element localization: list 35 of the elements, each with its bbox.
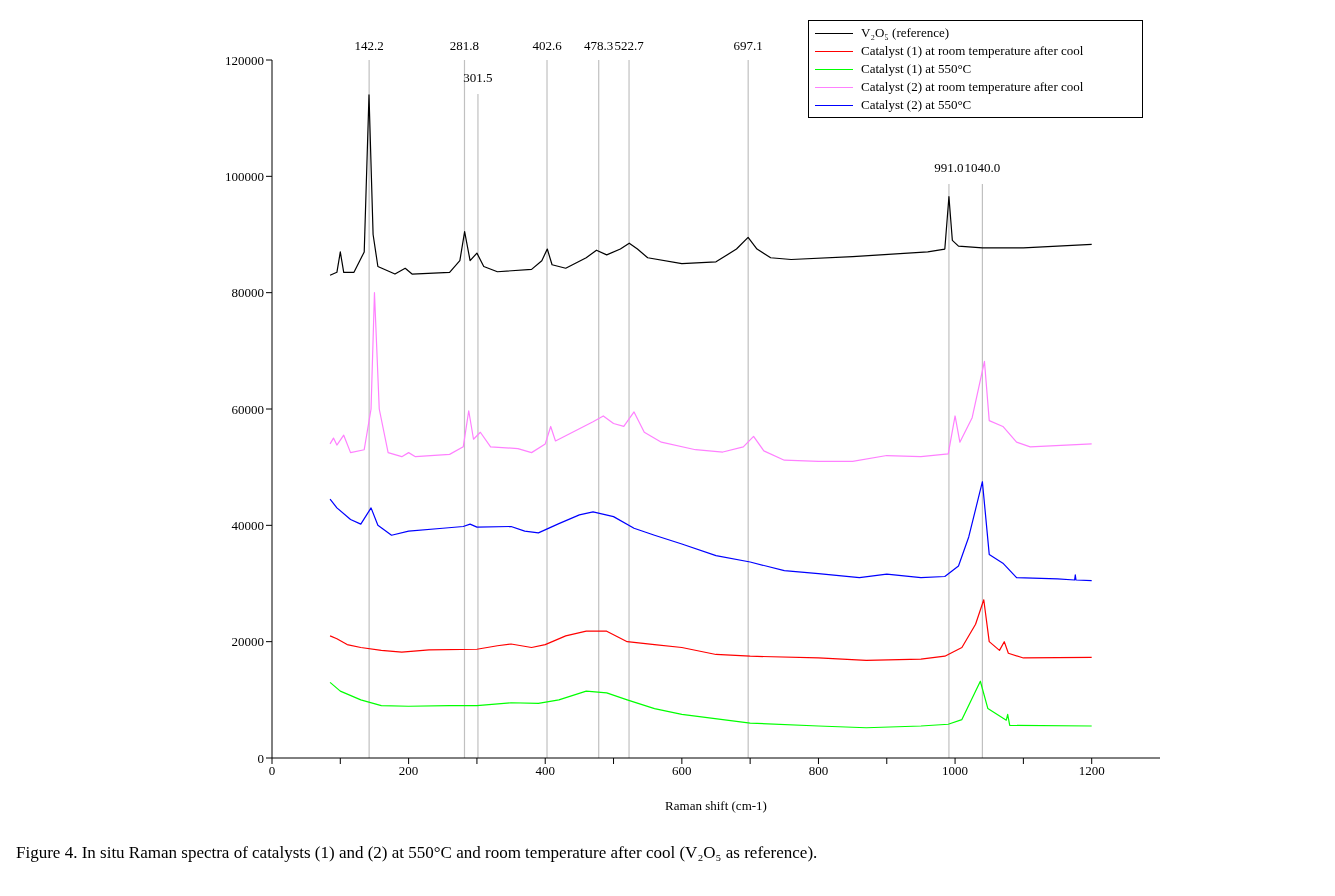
y-tick-label: 40000 — [231, 517, 264, 533]
ref-line-label: 301.5 — [462, 70, 494, 86]
x-tick-label: 0 — [268, 763, 276, 779]
legend-label: Catalyst (1) at 550°C — [861, 61, 972, 77]
line-series — [329, 680, 1093, 729]
y-tick-label: 80000 — [231, 285, 264, 301]
ref-line-label: 1040.0 — [964, 160, 1001, 175]
ref-line-label: 697.1 — [732, 38, 764, 54]
x-axis-title: Raman shift (cm-1) — [665, 798, 767, 813]
ref-line-label: 991.0 — [934, 160, 964, 175]
x-tick-label: 200 — [398, 763, 419, 779]
y-tick-label: 20000 — [231, 634, 264, 650]
x-tick-label: 1000 — [942, 763, 969, 779]
x-tick-label: 600 — [672, 763, 692, 779]
legend-label: Catalyst (2) at room temperature after cool — [861, 79, 1084, 95]
legend-label: V₂O₅ (reference) — [861, 25, 950, 41]
legend-label: Catalyst (1) at room temperature after cool — [861, 43, 1084, 59]
y-tick-label: 60000 — [231, 401, 264, 417]
y-tick-label: 0 — [257, 750, 264, 766]
line-series — [329, 599, 1093, 661]
line-series — [329, 292, 1093, 462]
line-series — [329, 481, 1093, 582]
ref-line-label: 142.2 — [353, 38, 385, 54]
line-series — [329, 94, 1093, 276]
ref-line-label: 281.8 — [448, 38, 481, 54]
legend-label: Catalyst (2) at 550°C — [861, 97, 972, 113]
ref-line-label: 478.3 — [584, 38, 614, 53]
y-tick-label: 100000 — [225, 168, 264, 184]
ref-line-label: 402.6 — [532, 38, 562, 53]
x-tick-label: 800 — [808, 763, 829, 779]
y-tick-label: 120000 — [225, 52, 264, 68]
x-tick-label: 400 — [535, 763, 555, 779]
x-tick-label: 1200 — [1078, 763, 1105, 779]
ref-line-label: 522.7 — [614, 38, 644, 53]
caption: Figure 4. In situ Raman spectra of catalysts (1) and (2) at 550°C and room temperature after cool (V₂O₅ as reference). — [16, 843, 818, 863]
